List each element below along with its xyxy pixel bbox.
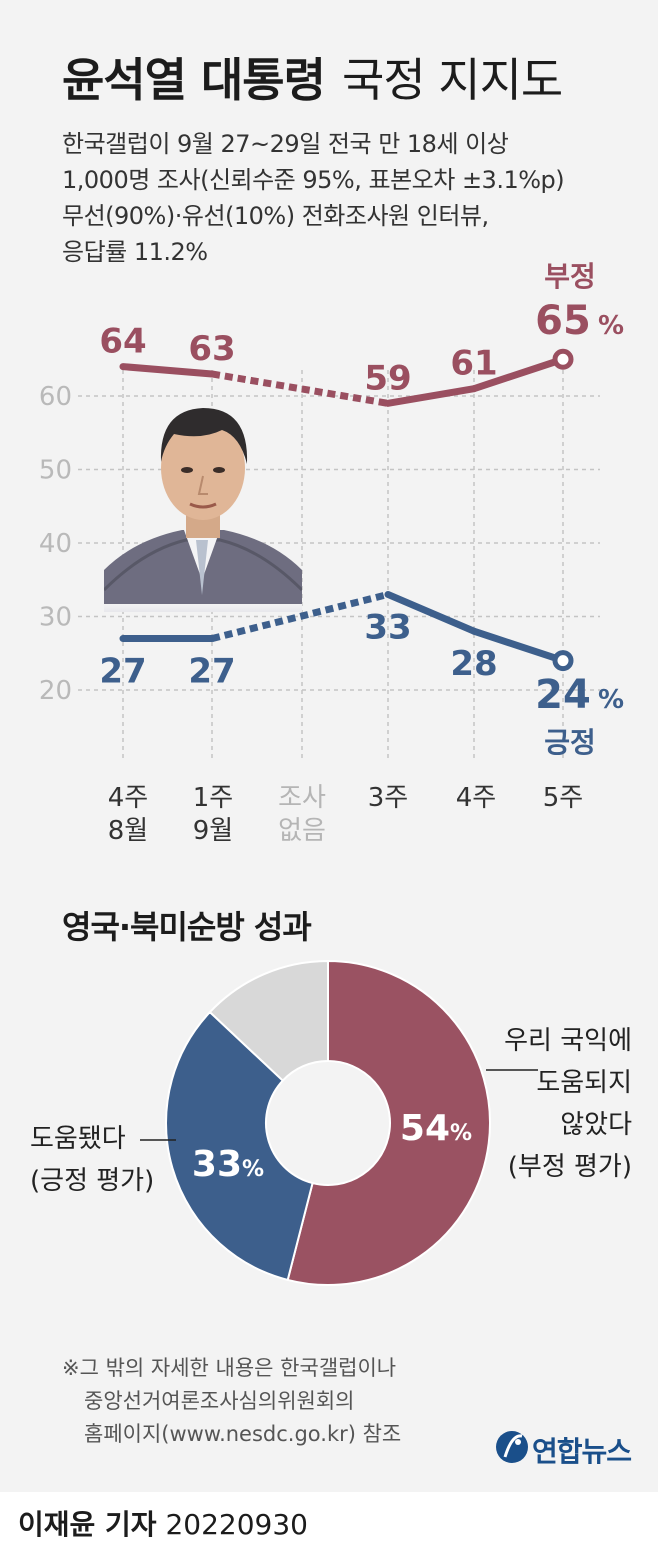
data-value-label: 33 [364, 607, 411, 647]
reporter-name: 이재윤 기자 [18, 1508, 157, 1541]
pie-label-line: 우리 국익에 [504, 1026, 632, 1056]
page-title: 윤석열 대통령 [62, 53, 326, 107]
x-tick-week: 4주 [455, 783, 497, 813]
negative-end-value: 65 [535, 298, 591, 344]
data-value-label: 59 [364, 358, 411, 398]
pie-label-line: (부정 평가) [507, 1152, 632, 1182]
x-tick-week: 조사 [278, 783, 326, 813]
pie-label-line: 않았다 [560, 1110, 632, 1140]
x-tick-week: 1주 [192, 783, 234, 813]
series-end-marker [552, 650, 574, 672]
x-tick-label: 4주 [436, 782, 516, 815]
donut-slices [165, 959, 491, 1286]
negative-end-percent: % [598, 311, 624, 341]
x-tick-week: 5주 [542, 783, 584, 813]
series-line-segment [470, 355, 567, 393]
y-tick-label: 50 [39, 456, 72, 486]
pie-label-line: 도움되지 [536, 1068, 632, 1098]
donut-value-negative: 54% [400, 1108, 472, 1149]
logo-text: 연합뉴스 [532, 1435, 632, 1468]
survey-info-line: 한국갤럽이 9월 27~29일 전국 만 18세 이상 [62, 130, 509, 158]
x-tick-week: 4주 [107, 783, 149, 813]
data-value-label: 63 [188, 329, 235, 369]
y-tick-label: 30 [39, 603, 72, 633]
yonhap-logo-icon [496, 1431, 528, 1463]
x-tick-label: 1주 9월 [173, 782, 253, 848]
yonhap-logo: 연합뉴스 [492, 1424, 642, 1474]
page-subtitle: 국정 지지도 [342, 53, 563, 107]
series-line-segment [384, 385, 478, 407]
y-tick-label: 40 [39, 529, 72, 559]
pie-label-positive: 도움됐다 (긍정 평가) [30, 1118, 154, 1202]
footer-credit: 이재윤 기자 20220930 [18, 1503, 308, 1543]
data-value-label: 27 [188, 652, 235, 692]
positive-series-label: 긍정 [544, 726, 596, 759]
series-line-segment [384, 590, 478, 635]
donut-slice [208, 959, 329, 1082]
pie-chart-title: 영국·북미순방 성과 [62, 908, 312, 946]
series-dashed-segment [211, 370, 389, 407]
data-value-label: 64 [99, 322, 146, 362]
data-value-label: 61 [450, 344, 497, 384]
y-tick-label: 60 [39, 382, 72, 412]
x-tick-week: 3주 [367, 783, 409, 813]
survey-info-line: 1,000명 조사(신뢰수준 95%, 표본오차 ±3.1%p) [62, 166, 565, 194]
survey-info-line: 응답률 11.2% [62, 238, 208, 266]
series-end-marker [552, 348, 574, 370]
positive-end-value: 24 [535, 672, 591, 718]
footnote-line: ※그 밖의 자세한 내용은 한국갤럽이나 [62, 1356, 397, 1380]
president-photo [104, 408, 302, 612]
survey-info-line: 무선(90%)·유선(10%) 전화조사원 인터뷰, [62, 202, 489, 230]
x-tick-label: 5주 [523, 782, 603, 815]
x-tick-label-no-survey: 조사 없음 [262, 782, 342, 848]
tour-result-donut-chart: 54% 33% [140, 959, 538, 1286]
x-tick-month: 없음 [278, 816, 326, 846]
series-line-segment [119, 363, 216, 378]
footnote-line: 홈페이지(www.nesdc.go.kr) 참조 [84, 1422, 402, 1446]
pie-label-negative: 우리 국익에 도움되지 않았다 (부정 평가) [504, 1020, 632, 1188]
donut-slice [165, 1010, 314, 1282]
infographic-card: 윤석열 대통령 국정 지지도 한국갤럽이 9월 27~29일 전국 만 18세 … [0, 0, 658, 1492]
publish-date: 20220930 [165, 1508, 308, 1541]
pie-label-line: 도움됐다 [30, 1124, 126, 1154]
donut-slice [286, 959, 491, 1286]
x-tick-month: 9월 [192, 816, 234, 846]
x-tick-label: 3주 [348, 782, 428, 815]
chart-grid: 20 30 40 50 60 [39, 370, 600, 760]
negative-series-label: 부정 [544, 260, 596, 293]
x-tick-month: 8월 [107, 816, 149, 846]
data-value-label: 28 [450, 644, 497, 684]
y-tick-label: 20 [39, 676, 72, 706]
pie-label-line: (긍정 평가) [30, 1166, 155, 1196]
donut-value-positive: 33% [192, 1144, 264, 1185]
chart-lines [119, 348, 574, 672]
series-line-segment [470, 627, 567, 665]
footnote-line: 중앙선거여론조사심의위원회의 [84, 1389, 355, 1413]
data-value-label: 27 [99, 652, 146, 692]
x-tick-label: 4주 8월 [88, 782, 168, 848]
positive-end-percent: % [598, 685, 624, 715]
series-dashed-segment [211, 591, 389, 642]
